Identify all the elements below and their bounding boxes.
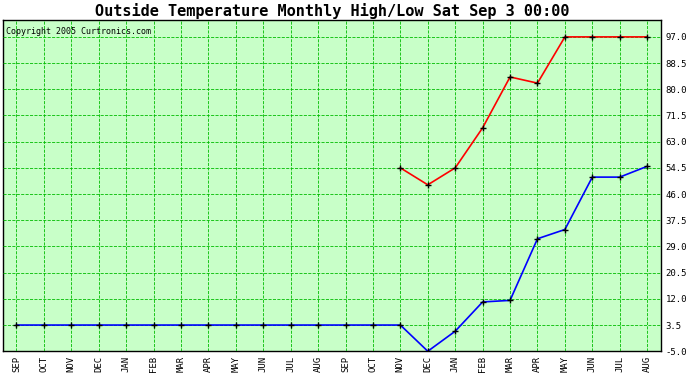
Title: Outside Temperature Monthly High/Low Sat Sep 3 00:00: Outside Temperature Monthly High/Low Sat… [95,3,569,19]
Text: Copyright 2005 Curtronics.com: Copyright 2005 Curtronics.com [6,27,151,36]
